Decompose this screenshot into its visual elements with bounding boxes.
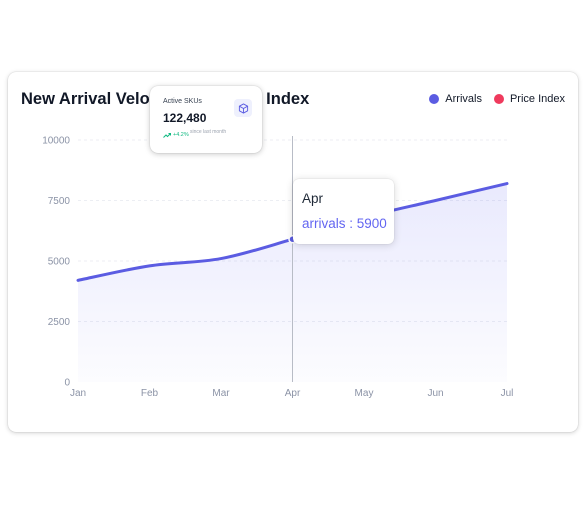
- x-tick-label: Jan: [70, 388, 86, 399]
- chart-tooltip: Apr arrivals : 5900: [293, 179, 394, 244]
- kpi-card: Active SKUs 122,480 +4.2% since last mon…: [150, 86, 262, 153]
- box-icon: [234, 99, 252, 117]
- y-tick-label: 0: [64, 378, 70, 389]
- trend-up-icon: [163, 132, 171, 138]
- kpi-label: Active SKUs: [163, 98, 202, 105]
- kpi-since: since last month: [190, 129, 227, 135]
- x-tick-label: Jul: [501, 388, 514, 399]
- legend-item-price-index[interactable]: Price Index: [493, 93, 565, 105]
- tooltip-value: arrivals : 5900: [302, 216, 387, 231]
- legend-marker: [429, 94, 440, 104]
- legend-marker: [493, 94, 504, 104]
- y-tick-label: 10000: [42, 136, 70, 147]
- y-tick-label: 2500: [48, 317, 71, 328]
- x-tick-label: Apr: [285, 388, 301, 399]
- tooltip-title: Apr: [302, 191, 324, 206]
- chart-legend: Arrivals Price Index: [417, 93, 565, 105]
- kpi-value: 122,480: [163, 111, 207, 125]
- y-tick-label: 7500: [48, 196, 71, 207]
- kpi-trend-value: +4.2%: [173, 132, 189, 138]
- x-tick-label: Mar: [212, 388, 230, 399]
- x-tick-label: May: [355, 388, 374, 399]
- tooltip-series-label: arrivals: [302, 216, 346, 231]
- x-tick-label: Feb: [141, 388, 159, 399]
- y-tick-label: 5000: [48, 257, 71, 268]
- kpi-trend: +4.2%: [163, 132, 189, 138]
- legend-label: Price Index: [509, 93, 565, 105]
- legend-item-arrivals[interactable]: Arrivals: [429, 93, 482, 105]
- legend-label: Arrivals: [445, 93, 482, 105]
- tooltip-series-value: 5900: [356, 216, 387, 231]
- x-tick-label: Jun: [427, 388, 443, 399]
